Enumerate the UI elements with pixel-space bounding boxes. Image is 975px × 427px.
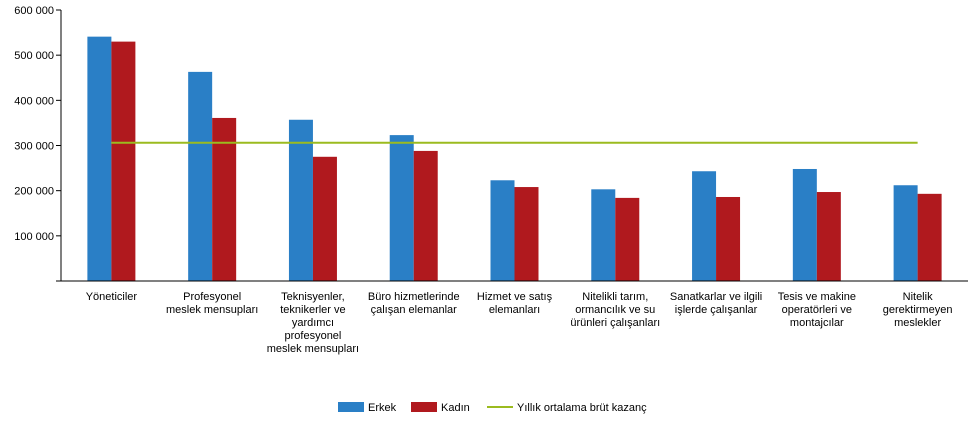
bar-kad-n	[413, 150, 438, 281]
bars	[87, 36, 942, 282]
bar-kad-n	[917, 193, 942, 281]
legend-item: Yıllık ortalama brüt kazanç	[487, 402, 647, 414]
x-category-label: Büro hizmetlerinde çalışan elemanlar	[368, 291, 460, 316]
legend-swatch	[338, 402, 364, 412]
bar-kad-n	[212, 117, 237, 281]
legend: Erkek Kadın Yıllık ortalama brüt kazanç	[338, 402, 647, 414]
legend-item: Kadın	[411, 402, 470, 414]
x-category-label: Tesis ve makine operatörleri ve montajcıla…	[778, 291, 856, 329]
legend-item: Erkek	[338, 402, 397, 414]
y-tick-label: 100 000	[14, 231, 54, 243]
bar-erkek	[288, 119, 313, 281]
bar-erkek	[692, 171, 717, 281]
bar-erkek	[188, 71, 213, 282]
category-labels: Yöneticiler Profesyonel meslek mensupları T…	[86, 291, 953, 355]
x-category-label: Hizmet ve satış elemanları	[477, 291, 553, 316]
y-axis: 100 000 200 000 300 000 400 000 500 000 600 0…	[14, 5, 62, 282]
x-category-label: Nitelik gerektirmeyen meslekler	[883, 291, 953, 329]
y-tick-label: 500 000	[14, 50, 54, 62]
x-category-label: Yöneticiler	[86, 291, 138, 303]
bar-erkek	[792, 168, 817, 281]
x-category-label: Teknisyenler, teknikerler ve yardımcı profe…	[267, 291, 359, 355]
legend-label: Erkek	[368, 402, 397, 414]
y-tick-label: 300 000	[14, 141, 54, 153]
bar-kad-n	[312, 156, 337, 281]
legend-label: Yıllık ortalama brüt kazanç	[517, 402, 647, 414]
x-category-label: Sanatkarlar ve ilgili işlerde çalışanlar	[670, 291, 762, 316]
bar-kad-n	[816, 192, 841, 281]
bar-erkek	[893, 185, 918, 281]
y-tick-label: 200 000	[14, 186, 54, 198]
bar-kad-n	[514, 187, 539, 281]
bar-kad-n	[716, 196, 741, 281]
bar-erkek	[87, 36, 112, 282]
bar-erkek	[389, 135, 414, 281]
y-tick-label: 600 000	[14, 5, 54, 17]
bar-erkek	[591, 189, 616, 281]
legend-swatch	[411, 402, 437, 412]
bar-kad-n	[615, 197, 640, 281]
x-category-label: Nitelikli tarım, ormancılık ve su ürünleri…	[570, 291, 660, 329]
y-tick-label: 400 000	[14, 95, 54, 107]
x-category-label: Profesyonel meslek mensupları	[166, 291, 258, 316]
legend-label: Kadın	[441, 402, 470, 414]
bar-kad-n	[111, 41, 136, 281]
bar-erkek	[490, 180, 515, 281]
